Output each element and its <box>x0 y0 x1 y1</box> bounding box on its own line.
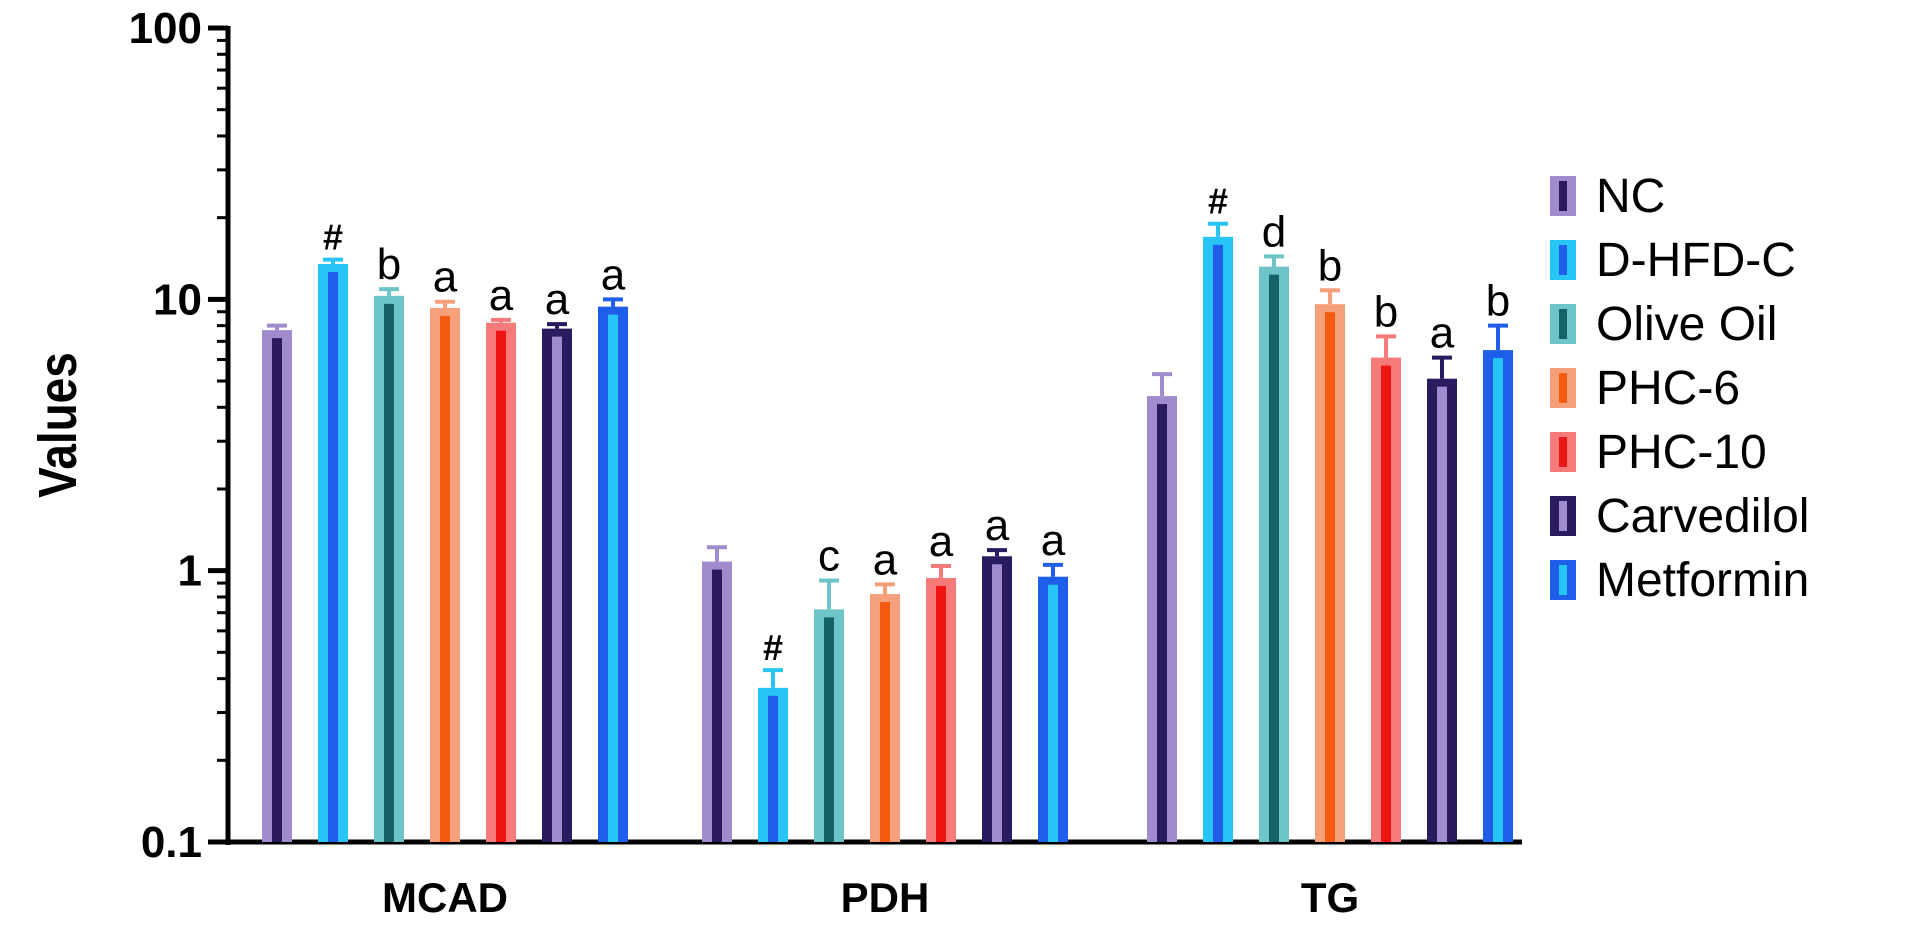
significance-label: b <box>1486 277 1510 326</box>
significance-label: # <box>763 627 783 668</box>
bar-inner <box>496 330 506 842</box>
significance-label: b <box>1318 241 1342 290</box>
bar-inner <box>880 602 890 842</box>
bar-inner <box>272 338 282 842</box>
category-label: MCAD <box>382 874 508 921</box>
legend-item: Carvedilol <box>1550 484 1809 548</box>
bar-inner <box>1325 312 1335 842</box>
bar-inner <box>1381 365 1391 842</box>
legend-label: D-HFD-C <box>1596 233 1796 287</box>
significance-label: a <box>1041 516 1066 565</box>
legend-item: Metformin <box>1550 548 1809 612</box>
significance-label: a <box>545 275 570 324</box>
significance-label: a <box>489 271 514 320</box>
bar-inner <box>992 564 1002 842</box>
bar-inner <box>1157 404 1167 842</box>
significance-label: a <box>433 253 458 302</box>
legend-label: PHC-6 <box>1596 361 1741 415</box>
bar-inner <box>1437 386 1447 842</box>
legend-swatch <box>1550 496 1576 536</box>
y-tick-label: 1 <box>178 547 202 596</box>
bar-inner <box>1269 274 1279 842</box>
bar-inner <box>440 315 450 842</box>
bar-inner <box>1213 244 1223 842</box>
y-tick-label: 10 <box>153 275 202 324</box>
y-tick-label: 100 <box>129 4 202 53</box>
bar-inner <box>768 695 778 842</box>
bar-group-tg <box>1147 221 1513 842</box>
legend-label: Carvedilol <box>1596 489 1810 543</box>
significance-label: a <box>601 250 626 299</box>
legend-label: Metformin <box>1596 553 1810 607</box>
significance-label: # <box>1208 181 1228 222</box>
significance-label: c <box>818 531 840 580</box>
bar-group-pdh <box>702 545 1068 842</box>
legend-swatch <box>1550 560 1576 600</box>
legend-label: NC <box>1596 169 1666 223</box>
legend-swatch <box>1550 432 1576 472</box>
y-axis-label: Values <box>28 352 88 497</box>
legend-item: PHC-6 <box>1550 356 1809 420</box>
legend-swatch <box>1550 368 1576 408</box>
significance-label: a <box>873 535 898 584</box>
bars <box>262 221 1513 842</box>
significance-label: a <box>1430 309 1455 358</box>
significance-label: a <box>929 517 954 566</box>
bar-inner <box>384 303 394 842</box>
legend-item: PHC-10 <box>1550 420 1809 484</box>
bar-inner <box>608 314 618 842</box>
bar-group-mcad <box>262 257 628 842</box>
bar-inner <box>712 569 722 842</box>
significance-label: b <box>1374 287 1398 336</box>
significance-label: # <box>323 217 343 258</box>
category-label: PDH <box>841 874 930 921</box>
legend: NC D-HFD-C Olive Oil PHC-6 PHC-10 Carvedilol M… <box>1550 164 1809 612</box>
significance-label: b <box>377 240 401 289</box>
significance-label: a <box>985 501 1010 550</box>
legend-label: Olive Oil <box>1596 297 1778 351</box>
bar-inner <box>1048 584 1058 842</box>
significance-label: d <box>1262 207 1286 256</box>
legend-label: PHC-10 <box>1596 425 1767 479</box>
bar-inner <box>552 336 562 842</box>
bar-inner <box>824 617 834 842</box>
legend-item: NC <box>1550 164 1809 228</box>
bar-inner <box>936 585 946 842</box>
legend-item: D-HFD-C <box>1550 228 1809 292</box>
legend-item: Olive Oil <box>1550 292 1809 356</box>
category-label: TG <box>1301 874 1359 921</box>
y-tick-label: 0.1 <box>141 818 202 867</box>
legend-swatch <box>1550 176 1576 216</box>
legend-swatch <box>1550 240 1576 280</box>
bar-inner <box>328 271 338 842</box>
legend-swatch <box>1550 304 1576 344</box>
bar-inner <box>1493 358 1503 842</box>
